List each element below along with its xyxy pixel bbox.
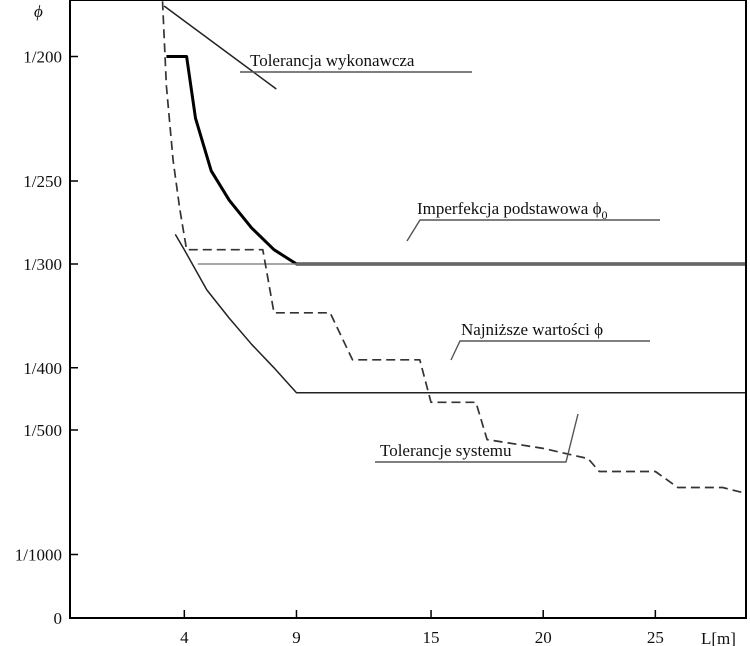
x-tick-label: 20	[535, 628, 552, 646]
y-tick-label: 1/400	[23, 359, 62, 378]
y-axis-label: ϕ	[34, 2, 43, 21]
y-tick-label: 1/1000	[15, 546, 62, 565]
x-tick-label: 9	[292, 628, 301, 646]
x-tick-label: 25	[647, 628, 664, 646]
leader-tolerancje-systemu	[375, 413, 579, 463]
series-group	[161, 0, 746, 495]
y-ticks: 1/200 1/250 1/300 1/400 1/500 1/1000 0	[15, 48, 78, 628]
annotation-najnizsze: Najniższe wartości ϕ	[461, 320, 603, 339]
x-ticks: 4 9 15 20 25	[180, 610, 664, 646]
x-tick-label: 15	[423, 628, 440, 646]
x-tick-label: 4	[180, 628, 189, 646]
annotation-tolerancje-systemu: Tolerancje systemu	[380, 441, 512, 460]
x-axis-label: L[m]	[701, 629, 736, 646]
y-tick-label: 1/200	[23, 48, 62, 67]
y-tick-label: 1/300	[23, 255, 62, 274]
series-line-najni-sze-warto-ci--3	[174, 234, 746, 394]
series-line-tolerancje-systemu-4	[161, 0, 746, 495]
y-tick-label: 1/250	[23, 172, 62, 191]
y-tick-label: 1/500	[23, 421, 62, 440]
annotation-imperfekcja: Imperfekcja podstawowa ϕ0	[417, 199, 608, 222]
annotation-imperfekcja-text: Imperfekcja podstawowa ϕ	[417, 199, 602, 218]
annotation-imperfekcja-sub: 0	[602, 208, 608, 222]
leader-imperfekcja	[406, 219, 660, 242]
y-tick-label: 0	[54, 609, 63, 628]
leader-najnizsze	[450, 340, 650, 361]
series-line-tolerancja-wykonawcza-0	[166, 55, 746, 266]
series-line-tolerancja-wykonawcza-1	[163, 5, 277, 90]
plot-frame	[69, 0, 747, 619]
annotation-tolerancja-wykonawcza: Tolerancja wykonawcza	[250, 51, 415, 70]
